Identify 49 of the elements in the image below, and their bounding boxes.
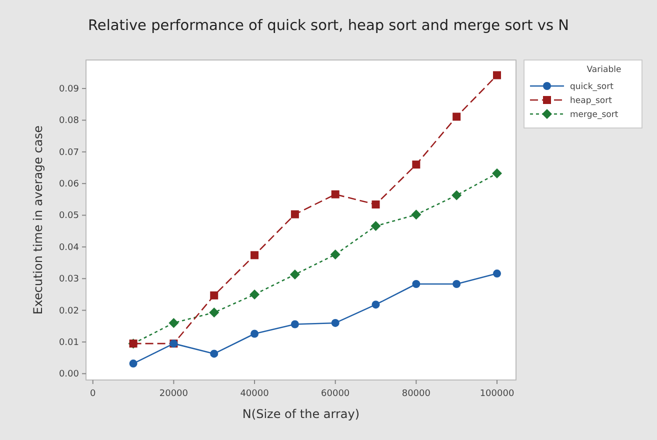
point — [209, 308, 220, 318]
point — [330, 250, 340, 260]
point — [331, 318, 340, 327]
point — [452, 112, 461, 121]
point — [452, 190, 462, 200]
point — [493, 270, 502, 278]
y-tick-label: 0.04 — [58, 242, 80, 253]
y-tick-label: 0.06 — [58, 180, 80, 190]
point — [250, 251, 259, 260]
x-tick-label: 80000 — [402, 389, 431, 399]
y-tick-label: 0.03 — [58, 274, 79, 285]
point — [250, 330, 259, 338]
point — [372, 200, 380, 208]
legend-label: quick_sort — [570, 82, 614, 92]
point — [290, 269, 300, 280]
point — [493, 71, 502, 80]
point — [370, 221, 381, 232]
x-tick-label: 100000 — [480, 389, 514, 399]
point — [372, 300, 380, 309]
x-tick-label: 60000 — [321, 389, 350, 399]
point — [250, 289, 260, 300]
point — [331, 190, 340, 198]
point — [168, 318, 179, 328]
point — [290, 210, 299, 218]
legend-title: Variable — [586, 65, 622, 75]
point — [412, 160, 420, 169]
point — [412, 280, 420, 288]
y-tick-label: 0.07 — [58, 148, 79, 158]
y-tick-label: 0.00 — [58, 370, 80, 380]
y-tick-label: 0.09 — [58, 84, 80, 95]
point — [290, 320, 299, 328]
point — [210, 350, 218, 358]
y-tick-label: 0.05 — [58, 211, 79, 222]
point — [210, 291, 218, 300]
y-tick-label: 0.02 — [58, 306, 79, 316]
legend-label: merge_sort — [570, 110, 619, 120]
point — [452, 280, 461, 288]
x-tick-label: 40000 — [240, 389, 270, 399]
x-tick-label: 20000 — [159, 389, 188, 399]
y-axis-title: Execution time in average case — [31, 126, 45, 314]
y-tick-label: 0.01 — [58, 338, 79, 348]
x-tick-label: 0 — [90, 389, 96, 399]
legend-label: heap_sort — [570, 96, 613, 106]
y-tick-label: 0.08 — [58, 116, 80, 126]
chart-title: Relative performance of quick sort, heap sort and merge sort vs N — [88, 18, 569, 34]
point — [492, 168, 502, 178]
point — [411, 210, 422, 220]
point — [129, 360, 138, 368]
x-axis-title: N(Size of the array) — [242, 407, 360, 421]
